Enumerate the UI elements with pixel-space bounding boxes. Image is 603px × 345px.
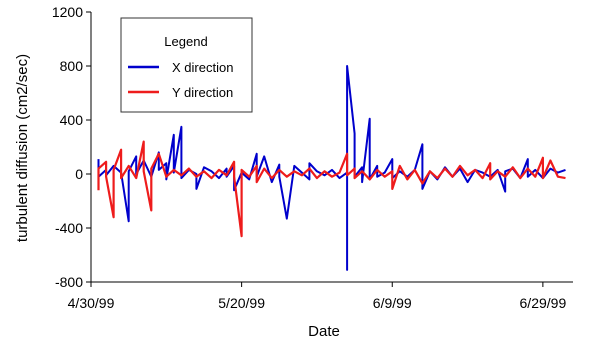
legend: Legend X direction Y direction xyxy=(120,17,253,113)
y-tick-label: 0 xyxy=(75,166,83,182)
y-tick-label: 400 xyxy=(60,112,84,128)
legend-box xyxy=(120,17,253,113)
y-tick-label: -800 xyxy=(55,274,83,290)
x-axis-title: Date xyxy=(308,323,340,340)
y-tick-label: -400 xyxy=(55,220,83,236)
x-tick-label: 6/9/99 xyxy=(373,295,412,311)
axes-layer: -800 -400 0 400 800 1200 4/30/99 5/20/99 6/9/99 6… xyxy=(52,4,573,311)
legend-title: Legend xyxy=(164,34,207,49)
x-tick-label: 6/29/99 xyxy=(520,295,567,311)
series-line-x-direction xyxy=(97,65,566,271)
x-tick-label: 5/20/99 xyxy=(218,295,265,311)
y-axis-title: turbulent diffusion (cm2/sec) xyxy=(14,54,31,242)
series-line-y-direction xyxy=(97,140,566,238)
x-tick-label: 4/30/99 xyxy=(68,295,115,311)
legend-label-y-direction: Y direction xyxy=(172,85,233,100)
series-layer xyxy=(97,65,566,271)
y-tick-label: 1200 xyxy=(52,4,83,20)
y-tick-label: 800 xyxy=(60,58,84,74)
legend-label-x-direction: X direction xyxy=(172,60,233,75)
